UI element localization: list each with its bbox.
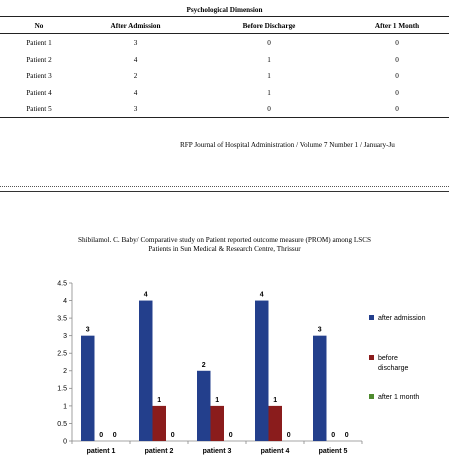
- table-cell: 2: [133, 72, 138, 80]
- legend-swatch: [369, 394, 374, 399]
- y-tick-label: 4.5: [57, 280, 67, 287]
- table-cell: Patient 1: [26, 39, 52, 47]
- bar-value-label: 3: [86, 327, 90, 334]
- bar: [255, 300, 269, 441]
- y-tick-label: 1.5: [57, 386, 67, 393]
- bar: [210, 405, 224, 441]
- table-cell: 4: [133, 55, 138, 64]
- y-tick-label: 1: [63, 403, 67, 410]
- y-tick-label: 2: [63, 368, 67, 375]
- bar-value-label: 1: [157, 397, 161, 404]
- bar-value-label: 1: [273, 397, 277, 404]
- bar-value-label: 0: [113, 432, 117, 439]
- bar-value-label: 0: [345, 432, 349, 439]
- y-tick-label: 4: [63, 298, 67, 305]
- bar-value-label: 1: [215, 397, 219, 404]
- table-cell: 0: [395, 55, 399, 64]
- table-cell: 3: [133, 39, 138, 47]
- bar-value-label: 4: [144, 292, 148, 299]
- y-tick-label: 3.5: [57, 316, 67, 323]
- y-tick-label: 3: [63, 333, 67, 340]
- table-cell: Patient 2: [26, 55, 52, 64]
- table-cell: 1: [267, 55, 271, 64]
- journal-footer: RFP Journal of Hospital Administration /…: [180, 141, 395, 149]
- bar-value-label: 4: [260, 292, 264, 299]
- legend-swatch: [369, 315, 374, 320]
- table-cell: 3: [133, 105, 138, 113]
- header-no: No: [34, 22, 44, 30]
- table-cell: Patient 5: [26, 105, 52, 113]
- y-tick-label: 0: [63, 438, 67, 445]
- bar-value-label: 0: [171, 432, 175, 439]
- bar: [197, 370, 211, 441]
- legend-swatch: [369, 355, 374, 360]
- running-head: Shibilamol. C. Baby/ Comparative study o…: [0, 236, 449, 255]
- legend-label: discharge: [378, 365, 408, 372]
- bar-value-label: 0: [99, 432, 103, 439]
- bar: [139, 300, 153, 441]
- chart-legend: after admission before discharge after 1 mo…: [369, 315, 426, 401]
- y-tick-label: 2.5: [57, 351, 67, 358]
- table-cell: 0: [267, 39, 271, 47]
- table-cell: 0: [267, 105, 271, 113]
- table-rule: [0, 117, 449, 118]
- table-cell: 1: [267, 88, 271, 97]
- x-tick-label: patient 5: [319, 448, 348, 455]
- x-tick-label: patient 2: [145, 448, 174, 455]
- page-separator-dotted: [0, 186, 449, 187]
- bar-value-label: 0: [287, 432, 291, 439]
- legend-label: after admission: [378, 315, 426, 322]
- chart-data-labels: 3 0 0 4 1 0 2 1 0 4 1 0 3 0 0: [86, 292, 349, 439]
- table-cell: 0: [395, 39, 399, 47]
- table-cell: Patient 4: [26, 88, 52, 97]
- bar: [313, 335, 327, 441]
- running-head-line-2: Patients in Sun Medical & Research Centr…: [148, 245, 301, 254]
- legend-label: before: [378, 355, 398, 362]
- table-cell: 0: [395, 88, 399, 97]
- chart-bars: [81, 300, 327, 441]
- table-cell: Patient 3: [26, 72, 52, 80]
- page-separator-solid: [0, 191, 449, 192]
- table-cell: 4: [133, 88, 138, 97]
- x-tick-label: patient 4: [261, 448, 290, 455]
- bar-value-label: 0: [331, 432, 335, 439]
- table-cell: 0: [395, 105, 399, 113]
- table-cell: 0: [395, 72, 399, 80]
- header-after-admission: After Admission: [110, 22, 161, 30]
- y-tick-label: 0.5: [57, 421, 67, 428]
- bar: [152, 405, 166, 441]
- legend-label: after 1 month: [378, 394, 419, 401]
- bar-value-label: 2: [202, 362, 206, 369]
- table-rule: [0, 16, 449, 17]
- table-rule: [0, 33, 449, 34]
- chart-y-ticks: 0 0.5 1 1.5 2 2.5 3 3.5 4 4.5: [57, 280, 72, 445]
- x-tick-label: patient 1: [87, 448, 116, 455]
- bar: [268, 405, 282, 441]
- bar: [81, 335, 95, 441]
- x-tick-label: patient 3: [203, 448, 232, 455]
- header-before-discharge: Before Discharge: [242, 22, 296, 30]
- bar-value-label: 0: [229, 432, 233, 439]
- running-head-line-1: Shibilamol. C. Baby/ Comparative study o…: [77, 236, 372, 244]
- table-caption: Psychological Dimension: [186, 6, 263, 14]
- bar-value-label: 3: [318, 327, 322, 334]
- chart-x-ticks: patient 1 patient 2 patient 3 patient 4 pati…: [71, 441, 363, 455]
- table-cell: 1: [267, 72, 271, 80]
- header-after-1-month: After 1 Month: [374, 22, 420, 30]
